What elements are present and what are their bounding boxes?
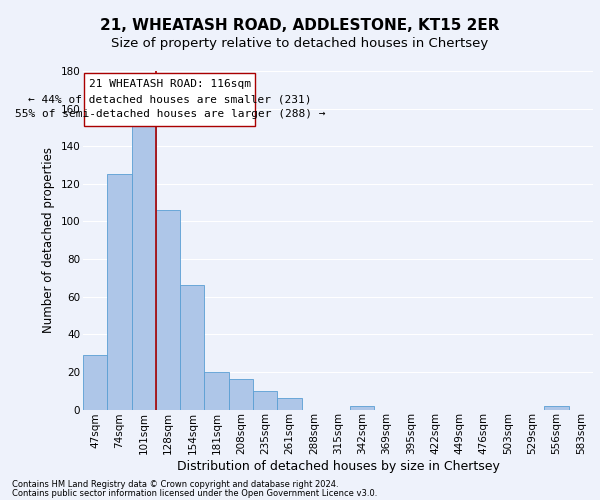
- Text: ← 44% of detached houses are smaller (231): ← 44% of detached houses are smaller (23…: [28, 94, 311, 104]
- Text: 21 WHEATASH ROAD: 116sqm: 21 WHEATASH ROAD: 116sqm: [89, 80, 251, 90]
- FancyBboxPatch shape: [84, 73, 256, 126]
- Text: Contains public sector information licensed under the Open Government Licence v3: Contains public sector information licen…: [12, 490, 377, 498]
- Bar: [253, 391, 277, 409]
- Bar: [350, 406, 374, 409]
- Bar: [156, 210, 180, 410]
- Bar: [180, 286, 205, 410]
- Text: 55% of semi-detached houses are larger (288) →: 55% of semi-detached houses are larger (…: [14, 109, 325, 119]
- Bar: [229, 380, 253, 410]
- Text: 21, WHEATASH ROAD, ADDLESTONE, KT15 2ER: 21, WHEATASH ROAD, ADDLESTONE, KT15 2ER: [100, 18, 500, 32]
- X-axis label: Distribution of detached houses by size in Chertsey: Distribution of detached houses by size …: [176, 460, 499, 473]
- Bar: [205, 372, 229, 410]
- Bar: [131, 126, 156, 410]
- Text: Contains HM Land Registry data © Crown copyright and database right 2024.: Contains HM Land Registry data © Crown c…: [12, 480, 338, 489]
- Y-axis label: Number of detached properties: Number of detached properties: [42, 148, 55, 334]
- Bar: [107, 174, 131, 410]
- Text: Size of property relative to detached houses in Chertsey: Size of property relative to detached ho…: [112, 38, 488, 51]
- Bar: [277, 398, 302, 409]
- Bar: [544, 406, 569, 409]
- Bar: [83, 355, 107, 410]
